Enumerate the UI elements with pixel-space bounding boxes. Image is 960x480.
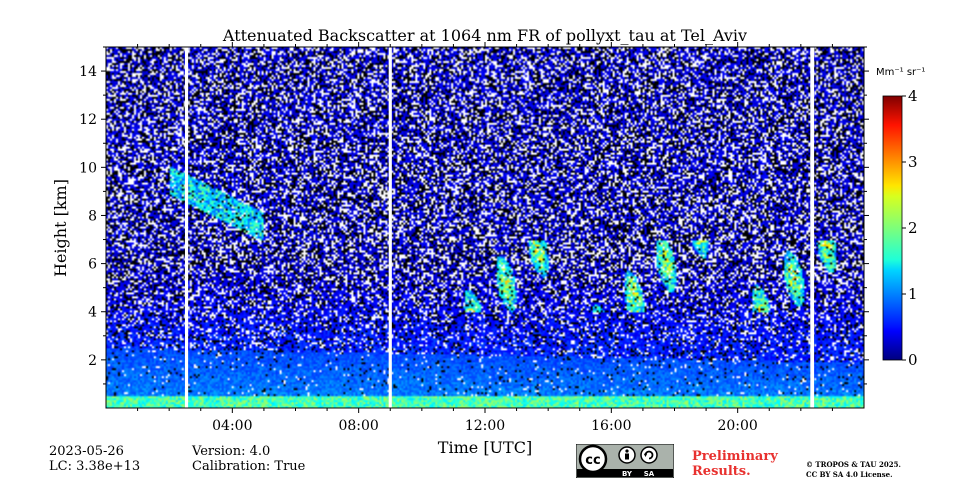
y-tick-label: 4 xyxy=(88,305,97,321)
footer-version: Version: 4.0 Calibration: True xyxy=(192,444,305,474)
colorbar-ticks: 0 1 2 3 4 xyxy=(902,87,918,369)
sa-icon xyxy=(640,446,658,464)
x-tick-label: 08:00 xyxy=(338,418,378,434)
y-tick-label: 12 xyxy=(79,112,97,128)
lidar-constant-text: LC: 3.38e+13 xyxy=(49,459,141,474)
x-axis-label: Time [UTC] xyxy=(438,438,532,457)
x-tick-label: 04:00 xyxy=(212,418,252,434)
backscatter-heatmap xyxy=(106,47,864,408)
footer-left: 2023-05-26 LC: 3.38e+13 xyxy=(49,444,140,474)
chart-title: Attenuated Backscatter at 1064 nm FR of … xyxy=(222,26,747,45)
colorbar-tick-label: 1 xyxy=(908,285,918,303)
data-gap xyxy=(184,47,189,408)
y-axis: 2 4 6 8 10 12 14 xyxy=(79,46,869,385)
copyright-note: © TROPOS & TAU 2025. CC BY SA 4.0 Licens… xyxy=(806,460,901,480)
preliminary-results-note: Preliminary Results. xyxy=(692,449,778,479)
preliminary-line-2: Results. xyxy=(692,464,751,479)
colorbar-tick-label: 2 xyxy=(908,219,918,237)
x-tick-label: 12:00 xyxy=(465,418,505,434)
plot-area xyxy=(105,46,865,409)
colorbar-unit-label: Mm⁻¹ sr⁻¹ xyxy=(876,67,925,78)
y-axis-label: Height [km] xyxy=(51,179,70,277)
y-tick-label: 10 xyxy=(79,160,97,176)
version-text: Version: 4.0 xyxy=(192,444,271,459)
preliminary-line-1: Preliminary xyxy=(692,449,778,464)
data-gap xyxy=(388,47,392,408)
cc-icon-text: cc xyxy=(585,453,600,468)
colorbar: Mm⁻¹ sr⁻¹ 0 1 2 3 4 xyxy=(876,67,925,369)
by-icon xyxy=(618,446,636,464)
x-tick-label: 16:00 xyxy=(591,418,631,434)
x-tick-label: 20:00 xyxy=(717,418,757,434)
copyright-line-2: CC BY SA 4.0 License. xyxy=(806,470,893,479)
x-axis: 04:00 08:00 12:00 16:00 20:00 xyxy=(137,42,833,434)
y-tick-label: 8 xyxy=(88,208,97,224)
y-tick-label: 2 xyxy=(88,353,97,369)
data-gap xyxy=(810,47,815,408)
by-label: BY xyxy=(622,470,633,478)
colorbar-tick-label: 3 xyxy=(908,153,918,171)
cc-by-sa-badge: cc BY SA xyxy=(576,444,674,478)
colorbar-tick-label: 0 xyxy=(908,351,918,369)
data-gaps xyxy=(184,47,815,408)
cc-icon xyxy=(578,444,608,474)
copyright-line-1: © TROPOS & TAU 2025. xyxy=(806,460,901,469)
colorbar-gradient xyxy=(882,95,903,361)
y-tick-label: 6 xyxy=(88,257,97,273)
date-text: 2023-05-26 xyxy=(49,444,124,459)
sa-label: SA xyxy=(644,470,655,478)
y-tick-label: 14 xyxy=(79,64,97,80)
calibration-text: Calibration: True xyxy=(192,459,306,474)
colorbar-tick-label: 4 xyxy=(908,87,918,105)
